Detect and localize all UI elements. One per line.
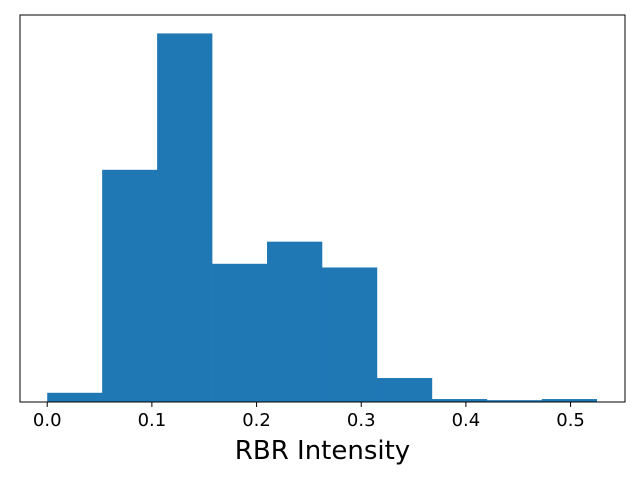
x-tick-label: 0.0	[33, 410, 62, 431]
x-tick-label: 0.3	[347, 410, 376, 431]
histogram-bar	[212, 263, 268, 402]
histogram-bar	[376, 378, 433, 402]
histogram-bars	[47, 33, 598, 403]
histogram-bar	[486, 400, 543, 402]
x-axis-label: RBR Intensity	[235, 436, 410, 466]
x-tick-label: 0.1	[138, 410, 167, 431]
plot-frame	[19, 14, 626, 403]
histogram-bar	[47, 392, 103, 402]
x-axis-ticks: 0.0 0.1 0.2 0.3 0.4 0.5	[33, 402, 585, 431]
histogram-bar	[267, 241, 323, 402]
x-tick-label: 0.4	[452, 410, 481, 431]
histogram-bar	[541, 399, 598, 402]
histogram-bar	[157, 33, 213, 403]
x-tick-label: 0.5	[556, 410, 585, 431]
histogram-bar	[102, 169, 158, 402]
histogram-bar	[321, 267, 378, 402]
x-tick-label: 0.2	[242, 410, 271, 431]
histogram-bar	[431, 399, 488, 402]
